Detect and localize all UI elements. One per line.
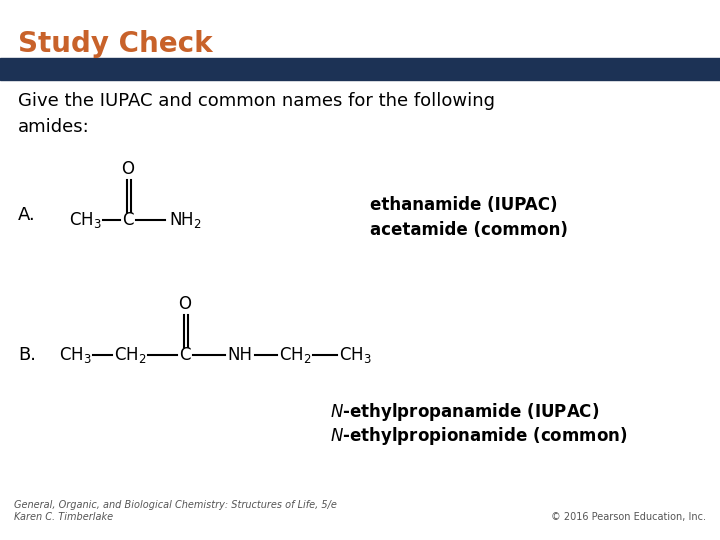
Text: CH$_3$: CH$_3$	[338, 345, 372, 365]
Text: Study Check: Study Check	[18, 30, 212, 58]
Text: CH$_2$: CH$_2$	[114, 345, 146, 365]
Text: Give the IUPAC and common names for the following
amides:: Give the IUPAC and common names for the …	[18, 92, 495, 137]
Text: General, Organic, and Biological Chemistry: Structures of Life, 5/e
Karen C. Tim: General, Organic, and Biological Chemist…	[14, 501, 337, 522]
Text: © 2016 Pearson Education, Inc.: © 2016 Pearson Education, Inc.	[551, 512, 706, 522]
Text: NH: NH	[228, 346, 253, 364]
Text: ethanamide (IUPAC): ethanamide (IUPAC)	[370, 196, 557, 214]
Text: acetamide (common): acetamide (common)	[370, 221, 568, 239]
Text: CH$_3$: CH$_3$	[58, 345, 91, 365]
Text: CH$_3$: CH$_3$	[68, 210, 102, 230]
Bar	[0, 58, 720, 80]
Text: A.: A.	[18, 206, 36, 224]
Text: C: C	[179, 346, 191, 364]
Text: C: C	[122, 211, 134, 229]
Text: O: O	[179, 295, 192, 313]
Text: $\mathit{N}$-ethylpropionamide (common): $\mathit{N}$-ethylpropionamide (common)	[330, 425, 627, 447]
Text: NH$_2$: NH$_2$	[168, 210, 202, 230]
Text: O: O	[122, 160, 135, 178]
Text: $\mathit{N}$-ethylpropanamide (IUPAC): $\mathit{N}$-ethylpropanamide (IUPAC)	[330, 401, 599, 423]
Text: B.: B.	[18, 346, 36, 364]
Text: CH$_2$: CH$_2$	[279, 345, 311, 365]
